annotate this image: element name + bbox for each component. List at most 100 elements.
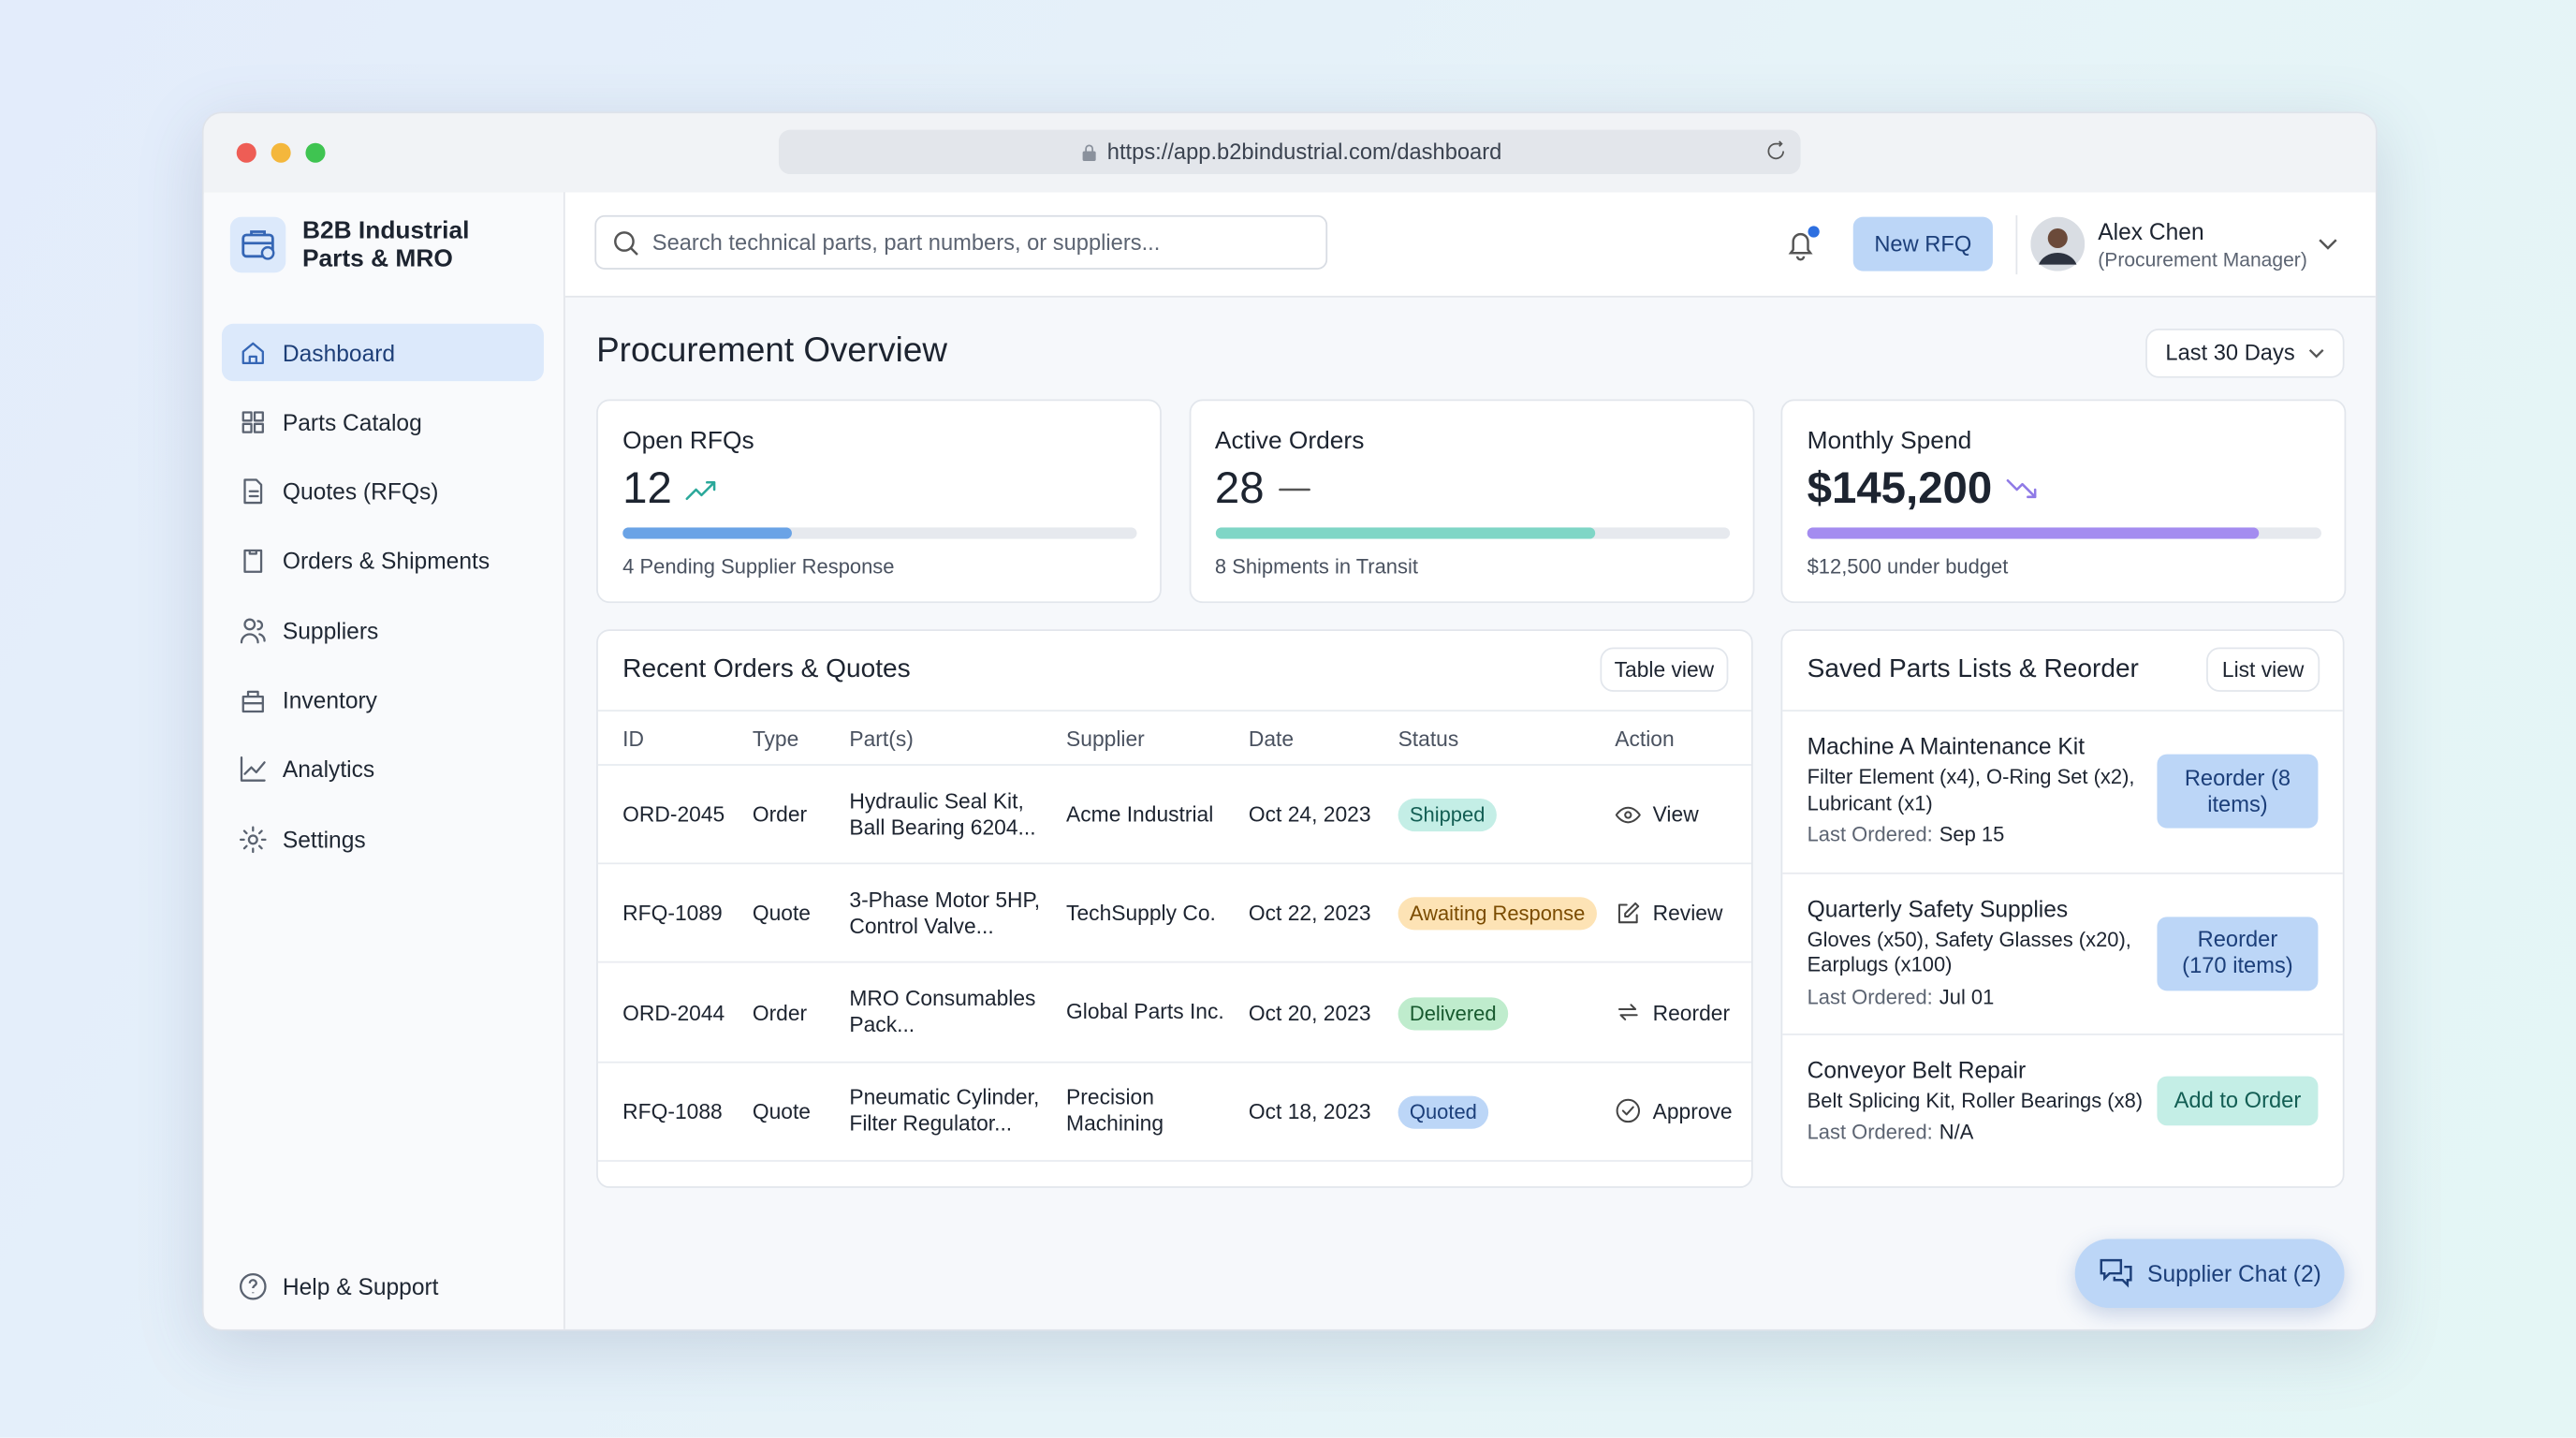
nav-item[interactable]: Quotes (RFQs)	[222, 462, 544, 520]
search-icon	[614, 230, 638, 256]
notification-bell[interactable]	[1784, 225, 1821, 264]
divider	[2015, 214, 2018, 275]
action-icon	[1615, 801, 1641, 828]
progress-track	[1807, 527, 2321, 539]
action-text: Review	[1652, 901, 1723, 926]
saved-last: Last Ordered: Jul 01	[1808, 985, 1995, 1008]
nav-icon	[238, 407, 268, 437]
action-icon-svg	[1617, 1004, 1638, 1021]
reorder-button[interactable]: Reorder (170 items)	[2157, 916, 2319, 990]
saved-title: Saved Parts Lists & Reorder	[1807, 655, 2139, 684]
nav-label: Quotes (RFQs)	[282, 477, 439, 505]
nav-item[interactable]: Analytics	[222, 741, 544, 798]
nav-icon	[238, 616, 268, 646]
nav-label: Settings	[282, 826, 366, 853]
action-link[interactable]: View	[1615, 801, 1751, 828]
address-bar[interactable]: https://app.b2bindustrial.com/dashboard	[778, 129, 1801, 175]
cell-date: Oct 24, 2023	[1248, 801, 1371, 827]
saved-item: Machine A Maintenance Kit Filter Element …	[1782, 710, 2343, 873]
nav-item[interactable]: Suppliers	[222, 602, 544, 659]
brand-name: B2B Industrial Parts & MRO	[302, 217, 469, 273]
nav-item[interactable]: Orders & Shipments	[222, 532, 544, 589]
progress-track	[1214, 527, 1730, 539]
nav-icon	[238, 477, 268, 506]
action-link[interactable]: Review	[1615, 900, 1751, 926]
avatar[interactable]	[2030, 216, 2086, 271]
chat-text: Supplier Chat (2)	[2147, 1260, 2321, 1287]
stat-label: Monthly Spend	[1807, 427, 1972, 456]
action-link[interactable]: Approve	[1615, 1098, 1751, 1124]
supplier-chat-button[interactable]: Supplier Chat (2)	[2074, 1239, 2345, 1309]
cell-id: RFQ-1088	[622, 1098, 723, 1124]
help-link[interactable]: Help & Support	[222, 1257, 544, 1314]
reload-icon[interactable]	[1764, 139, 1788, 163]
list-view-button[interactable]: List view	[2206, 647, 2320, 692]
stat-note: $12,500 under budget	[1807, 555, 2009, 579]
stat-label: Open RFQs	[622, 427, 754, 456]
nav-icon-svg	[239, 825, 267, 853]
nav-icon	[238, 685, 268, 715]
sidebar: B2B Industrial Parts & MRO Help & Support…	[203, 192, 565, 1329]
trend-icon	[2005, 473, 2038, 506]
nav-icon-svg	[242, 690, 264, 713]
last-value: N/A	[1939, 1120, 1974, 1144]
action-link[interactable]: Reorder	[1615, 999, 1751, 1025]
nav-icon	[238, 546, 268, 576]
nav-label: Orders & Shipments	[282, 548, 490, 575]
status-pill: Awaiting Response	[1398, 897, 1597, 931]
stat-value-row: 12	[622, 463, 718, 514]
nav-label: Inventory	[282, 686, 377, 713]
progress-fill	[622, 527, 793, 539]
search-box[interactable]: Search technical parts, part numbers, or…	[594, 214, 1328, 270]
new-rfq-button[interactable]: New RFQ	[1852, 216, 1993, 271]
minimize-dot[interactable]	[271, 142, 291, 163]
cell-type: Quote	[752, 1098, 812, 1124]
brand-line: B2B Industrial	[301, 216, 470, 245]
nav-icon-svg	[242, 341, 264, 364]
saved-last: Last Ordered: Sep 15	[1808, 823, 2005, 846]
nav-label: Analytics	[282, 756, 375, 783]
cell-supplier: TechSupply Co.	[1066, 900, 1216, 925]
trend-icon-svg	[2006, 478, 2036, 498]
top-bar: Search technical parts, part numbers, or…	[564, 192, 2376, 298]
saved-last: Last Ordered: N/A	[1808, 1121, 1974, 1144]
nav-item[interactable]: Dashboard	[221, 323, 544, 382]
nav-icon-svg	[243, 550, 263, 574]
cell-id: RFQ-1089	[622, 901, 723, 926]
progress-fill	[1214, 527, 1596, 539]
nav-icon-svg	[240, 617, 266, 643]
cell-type: Order	[752, 1000, 808, 1025]
close-dot[interactable]	[236, 142, 256, 163]
stat-value-row: $145,200	[1808, 463, 2039, 514]
nav-icon	[238, 824, 268, 854]
saved-name: Quarterly Safety Supplies	[1807, 894, 2069, 921]
column-header: Date	[1248, 725, 1295, 751]
help-icon	[239, 1272, 267, 1299]
saved-name: Conveyor Belt Repair	[1807, 1056, 2027, 1083]
stat-card: Open RFQs 12 4 Pending Supplier Response	[596, 399, 1162, 604]
table-row: RFQ-1089 Quote 3-Phase Motor 5HP, Control …	[597, 865, 1751, 964]
nav-item[interactable]: Inventory	[222, 671, 544, 728]
reorder-button[interactable]: Reorder (8 items)	[2157, 754, 2319, 829]
user-menu-chevron[interactable]	[2318, 235, 2337, 252]
chat-icon	[2100, 1258, 2132, 1288]
action-icon	[1615, 999, 1641, 1025]
action-icon-svg	[1617, 902, 1640, 923]
help-text: Help & Support	[282, 1272, 439, 1299]
brand-logo	[229, 216, 286, 273]
column-header: Supplier	[1066, 725, 1145, 751]
nav-icon	[238, 338, 268, 368]
stat-label: Active Orders	[1214, 427, 1365, 456]
last-value: Sep 15	[1939, 823, 2005, 846]
nav-item[interactable]: Settings	[222, 810, 544, 867]
column-header: Part(s)	[849, 725, 914, 751]
nav-item[interactable]: Parts Catalog	[222, 393, 544, 450]
table-view-button[interactable]: Table view	[1600, 647, 1729, 692]
column-header: Action	[1615, 725, 1675, 751]
action-icon-svg	[1616, 1099, 1640, 1123]
reorder-button[interactable]: Add to Order	[2157, 1076, 2319, 1126]
nav-label: Suppliers	[282, 617, 379, 644]
zoom-dot[interactable]	[305, 142, 326, 163]
range-select[interactable]: Last 30 Days	[2145, 329, 2345, 378]
